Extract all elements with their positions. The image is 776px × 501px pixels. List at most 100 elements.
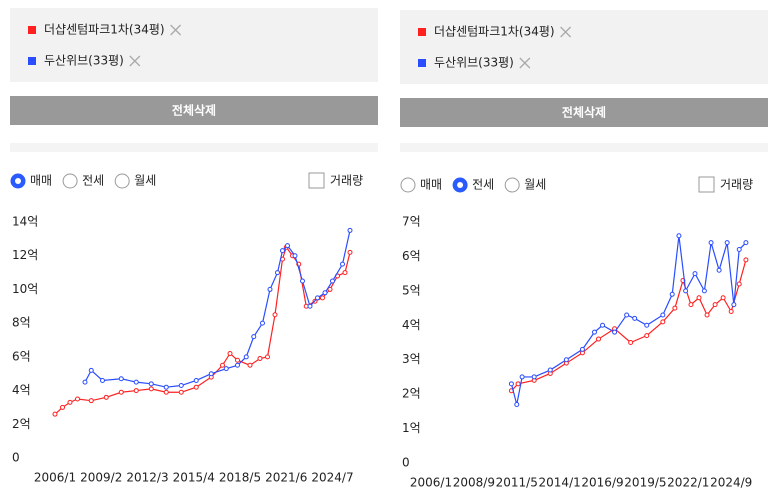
data-point	[683, 288, 689, 294]
radio-label[interactable]: 전세	[82, 174, 104, 188]
data-point	[251, 334, 257, 340]
clear-button[interactable]	[10, 96, 378, 125]
data-point	[669, 291, 675, 297]
data-point	[514, 401, 520, 407]
data-point	[148, 386, 154, 392]
checkbox[interactable]	[308, 172, 325, 189]
data-point	[696, 295, 702, 301]
separator	[400, 143, 768, 152]
radio[interactable]	[114, 173, 130, 189]
x-tick-label: 2015/4	[173, 471, 215, 485]
y-tick-label: 4억	[12, 383, 31, 397]
y-tick-label: 0	[12, 451, 20, 465]
data-point	[600, 322, 606, 328]
data-point	[322, 290, 328, 296]
y-tick-label: 12억	[12, 248, 38, 262]
data-point	[660, 312, 666, 318]
remove-icon[interactable]	[560, 26, 572, 38]
x-tick-label: 2009/2	[80, 471, 122, 485]
data-point	[692, 271, 698, 277]
data-point	[267, 286, 273, 292]
radio-label[interactable]: 매매	[30, 174, 52, 188]
checkbox-label[interactable]: 거래량	[330, 174, 363, 188]
data-point	[315, 295, 320, 301]
radio-label[interactable]: 매매	[420, 178, 442, 192]
data-point	[223, 366, 229, 372]
x-tick-label: 2006/1	[410, 476, 452, 490]
data-point	[644, 322, 650, 328]
data-point	[736, 247, 742, 253]
data-point	[591, 329, 597, 335]
y-tick-label: 6억	[402, 249, 421, 263]
series-line	[84, 230, 351, 388]
radio[interactable]	[400, 177, 416, 193]
x-tick-label: 2022/1	[667, 476, 709, 490]
radio-label[interactable]: 월세	[524, 178, 546, 192]
data-point	[82, 379, 88, 385]
y-tick-label: 7억	[402, 215, 421, 229]
data-point	[342, 270, 348, 276]
radio[interactable]	[62, 173, 78, 189]
data-point	[632, 315, 638, 321]
y-tick-label: 8억	[12, 316, 31, 330]
y-tick-label: 14억	[12, 215, 38, 229]
data-point	[612, 329, 618, 335]
clear-button-label[interactable]: 전체삭제	[562, 105, 606, 120]
data-point	[227, 350, 233, 356]
data-point	[327, 286, 333, 292]
data-point	[52, 411, 58, 417]
data-point	[660, 319, 666, 325]
data-point	[736, 281, 742, 287]
y-tick-label: 2억	[402, 387, 421, 401]
data-point	[292, 253, 298, 259]
data-point	[235, 362, 240, 368]
x-tick-label: 2016/9	[581, 476, 623, 490]
radio-label[interactable]: 월세	[134, 174, 156, 188]
legend-label: 두산위브(33평)	[44, 54, 124, 68]
data-point	[519, 374, 525, 380]
data-point	[743, 240, 749, 246]
legend-swatch	[28, 26, 36, 34]
legend-label: 두산위브(33평)	[434, 56, 514, 70]
data-point	[243, 354, 249, 360]
checkbox-label[interactable]: 거래량	[720, 178, 753, 192]
y-tick-label: 6억	[12, 349, 31, 363]
radio[interactable]	[504, 177, 520, 193]
checkbox[interactable]	[698, 176, 715, 193]
data-point	[743, 257, 749, 263]
remove-icon[interactable]	[129, 55, 141, 67]
data-point	[347, 227, 353, 233]
clear-button-label[interactable]: 전체삭제	[172, 103, 216, 118]
data-point	[133, 379, 139, 385]
y-tick-label: 4억	[402, 318, 421, 332]
data-point	[731, 302, 737, 308]
remove-icon[interactable]	[519, 57, 531, 69]
radio-dot	[15, 178, 21, 184]
data-point	[208, 371, 214, 377]
y-tick-label: 2억	[12, 417, 31, 431]
radio-label[interactable]: 전세	[472, 178, 494, 192]
data-point	[88, 398, 94, 404]
data-point	[60, 404, 65, 410]
data-point	[712, 302, 718, 308]
data-point	[118, 376, 124, 382]
data-point	[300, 278, 305, 284]
data-point	[531, 374, 537, 380]
x-tick-label: 2011/5	[496, 476, 538, 490]
clear-button[interactable]	[400, 98, 768, 127]
data-point	[644, 333, 650, 339]
data-point	[257, 356, 263, 362]
y-tick-label: 3억	[402, 352, 421, 366]
x-tick-label: 2014/1	[539, 476, 581, 490]
data-point	[628, 340, 634, 345]
x-tick-label: 2024/7	[311, 471, 353, 485]
data-point	[265, 354, 270, 360]
filter-box	[400, 10, 768, 84]
x-tick-label: 2008/9	[453, 476, 495, 490]
data-point	[103, 394, 109, 400]
data-point	[347, 249, 353, 255]
remove-icon[interactable]	[170, 24, 182, 36]
legend-swatch	[418, 59, 426, 67]
radio-dot	[457, 182, 464, 188]
